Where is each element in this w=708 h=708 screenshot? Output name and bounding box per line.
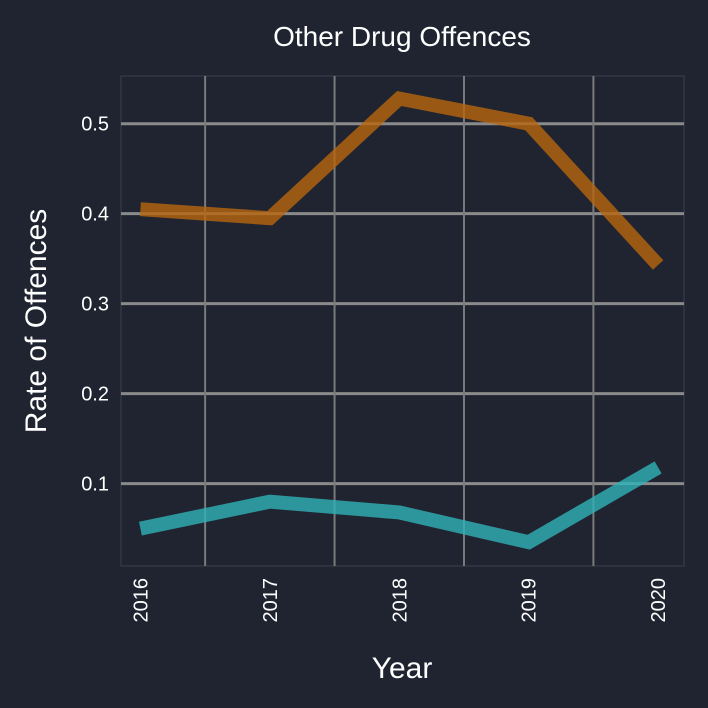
y-tick-label: 0.4 — [81, 204, 109, 226]
x-tick-label: 2018 — [389, 578, 411, 623]
y-tick-label: 0.3 — [81, 294, 109, 316]
grid-lines — [121, 76, 684, 566]
x-tick-label: 2020 — [648, 578, 670, 623]
x-axis-ticks: 2016 2017 2018 2019 2020 — [130, 578, 670, 623]
x-tick-label: 2016 — [130, 578, 152, 623]
x-tick-label: 2019 — [519, 578, 541, 623]
y-axis-ticks: 0.1 0.2 0.3 0.4 0.5 — [81, 114, 109, 496]
y-tick-label: 0.2 — [81, 384, 109, 406]
series-line-1 — [139, 90, 664, 270]
series-lines — [138, 90, 664, 550]
series-line-2 — [138, 461, 662, 550]
y-tick-label: 0.5 — [81, 114, 109, 136]
x-tick-label: 2017 — [260, 578, 282, 623]
y-tick-label: 0.1 — [81, 474, 109, 496]
chart-title: Other Drug Offences — [273, 21, 531, 52]
y-axis-title: Rate of Offences — [20, 209, 53, 434]
x-axis-title: Year — [372, 652, 433, 685]
